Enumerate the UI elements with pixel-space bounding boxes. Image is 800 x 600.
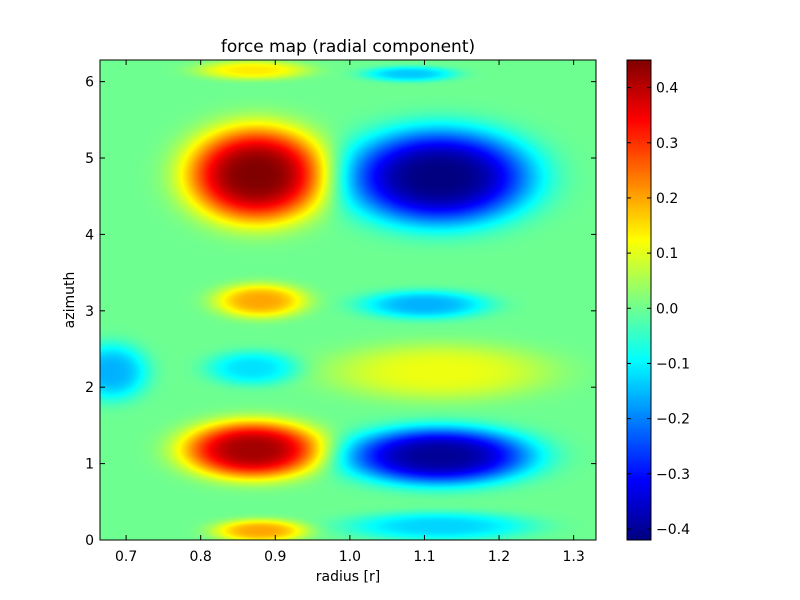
colorbar: −0.4 −0.3 −0.2 −0.1 0.0 0.1 0.2 0.3 0.4 [626, 59, 690, 541]
colorbar-tick-label: −0.1 [656, 356, 690, 372]
colorbar-tick-label: 0.3 [656, 136, 678, 152]
colorbar-tick-label: 0.0 [656, 301, 678, 317]
chart-title: force map (radial component) [221, 37, 475, 57]
colorbar-tick-label: 0.4 [656, 81, 678, 97]
y-tick-label: 0 [85, 533, 94, 549]
colorbar-canvas [627, 60, 651, 540]
x-tick-label: 1.3 [562, 549, 584, 565]
heatmap-area [99, 59, 597, 541]
colorbar-tick-label: 0.2 [656, 191, 678, 207]
colorbar-tick-label: −0.4 [656, 522, 690, 538]
colorbar-frame [626, 59, 652, 541]
y-tick-label: 1 [85, 457, 94, 473]
y-tick-label: 6 [85, 75, 94, 91]
colorbar-tick-label: 0.1 [656, 246, 678, 262]
plot-frame [99, 59, 597, 541]
y-tick-label: 2 [85, 380, 94, 396]
x-axis-label: radius [r] [316, 569, 380, 585]
x-tick-label: 1.1 [413, 549, 435, 565]
x-tick-label: 1.2 [488, 549, 510, 565]
y-tick-label: 4 [85, 227, 94, 243]
colorbar-tick-label: −0.2 [656, 412, 690, 428]
y-tick-label: 5 [85, 151, 94, 167]
y-tick-label: 3 [85, 304, 94, 320]
colorbar-tick-label: −0.3 [656, 467, 690, 483]
x-tick-label: 0.8 [190, 549, 212, 565]
heatmap-canvas [100, 60, 596, 540]
colorbar-ticks: −0.4 −0.3 −0.2 −0.1 0.0 0.1 0.2 0.3 0.4 [627, 81, 690, 538]
x-tick-label: 0.7 [115, 549, 137, 565]
y-axis-label: azimuth [62, 272, 78, 329]
x-axis-ticks: 0.7 0.8 0.9 1.0 1.1 1.2 1.3 [115, 60, 585, 565]
x-tick-label: 1.0 [339, 549, 361, 565]
y-axis-ticks: 0 1 2 3 4 5 6 [85, 75, 596, 549]
x-tick-label: 0.9 [264, 549, 286, 565]
